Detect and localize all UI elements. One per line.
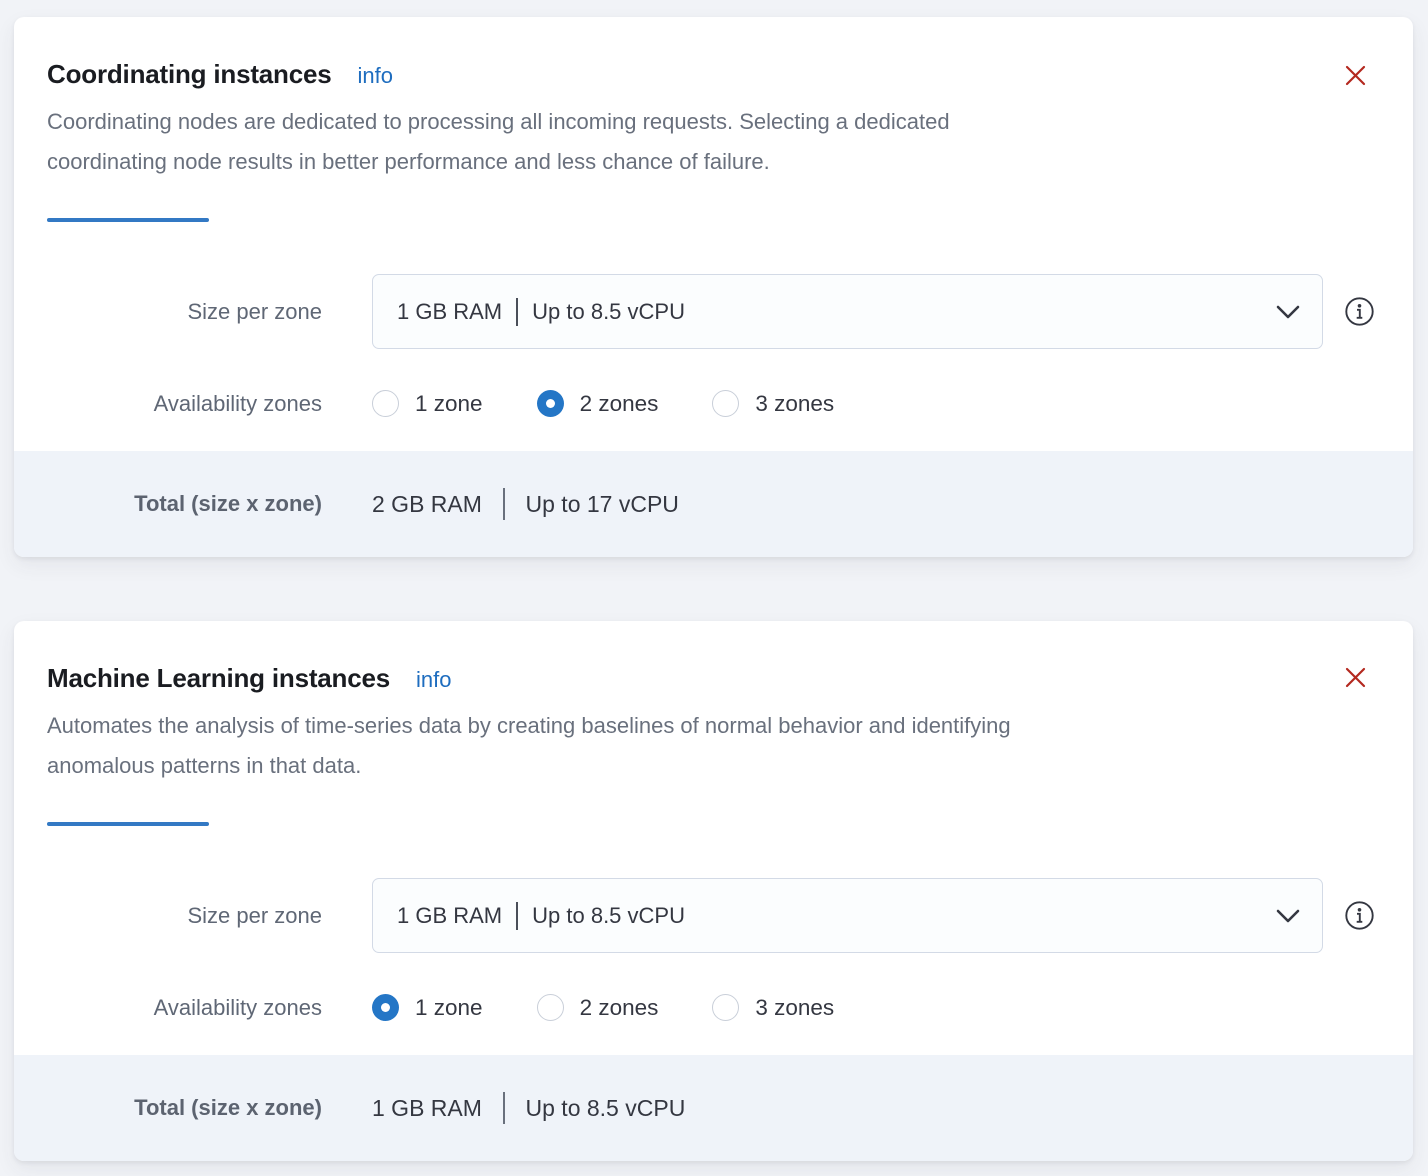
radio-label: 2 zones [579,390,659,416]
radio-option-3-zones[interactable]: 3 zones [712,994,834,1021]
radio-option-2-zones[interactable]: 2 zones [536,390,659,417]
availability-zones-label: Availability zones [153,390,322,416]
chevron-down-icon [1276,305,1300,318]
close-icon [1345,65,1365,85]
close-button[interactable] [1341,61,1369,89]
card-title: Coordinating instances [47,59,332,89]
size-ram-text: 1 GB RAM [397,902,503,928]
size-per-zone-label: Size per zone [187,298,322,324]
radio-option-1-zone[interactable]: 1 zone [372,994,483,1021]
close-button[interactable] [1341,663,1369,691]
radio-icon [372,994,399,1021]
availability-zones-row: Availability zones 1 zone 2 zones 3 zone… [47,390,1380,417]
total-row: Total (size x zone) 1 GB RAM Up to 8.5 v… [14,1055,1413,1161]
radio-label: 2 zones [579,994,659,1020]
machine-learning-instances-card: Machine Learning instances info Automate… [14,621,1413,1161]
total-value: 1 GB RAM Up to 8.5 vCPU [372,1092,685,1124]
card-description: Coordinating nodes are dedicated to proc… [47,102,1380,182]
size-per-zone-select[interactable]: 1 GB RAM Up to 8.5 vCPU [372,274,1323,349]
size-help-button[interactable] [1343,900,1375,932]
total-label: Total (size x zone) [134,1095,322,1120]
info-circle-icon [1344,297,1374,326]
radio-icon [712,390,740,417]
radio-icon [712,994,740,1021]
size-cpu-text: Up to 8.5 vCPU [532,298,685,324]
availability-zones-radio-group: 1 zone 2 zones 3 zones [372,994,834,1021]
size-per-zone-label: Size per zone [187,902,322,928]
coordinating-instances-card: Coordinating instances info Coordinating… [14,17,1413,557]
accent-rule [47,822,209,826]
total-cpu-text: Up to 17 vCPU [525,490,679,517]
value-separator [516,901,519,930]
size-per-zone-value: 1 GB RAM Up to 8.5 vCPU [397,297,685,326]
size-help-button[interactable] [1343,296,1375,328]
value-separator [502,488,505,520]
radio-option-3-zones[interactable]: 3 zones [712,390,834,417]
description-line: anomalous patterns in that data. [47,753,362,778]
radio-icon [536,390,564,417]
card-description: Automates the analysis of time-series da… [47,706,1380,786]
size-per-zone-select[interactable]: 1 GB RAM Up to 8.5 vCPU [372,878,1323,953]
radio-option-1-zone[interactable]: 1 zone [372,390,483,417]
value-separator [502,1092,505,1124]
availability-zones-row: Availability zones 1 zone 2 zones 3 zone… [47,994,1380,1021]
total-cpu-text: Up to 8.5 vCPU [525,1094,686,1121]
card-title: Machine Learning instances [47,663,391,693]
radio-label: 3 zones [755,390,835,416]
availability-zones-radio-group: 1 zone 2 zones 3 zones [372,390,834,417]
radio-label: 3 zones [755,994,835,1020]
size-per-zone-row: Size per zone 1 GB RAM Up to 8.5 vCPU [47,274,1380,349]
size-per-zone-row: Size per zone 1 GB RAM Up to 8.5 vCPU [47,878,1380,953]
info-circle-icon [1344,901,1374,930]
accent-rule [47,218,209,222]
card-title-row: Coordinating instances info [47,59,1380,90]
value-separator [516,297,519,326]
size-ram-text: 1 GB RAM [397,298,503,324]
radio-option-2-zones[interactable]: 2 zones [536,994,659,1021]
info-link[interactable]: info [416,667,452,692]
radio-icon [372,390,399,417]
size-cpu-text: Up to 8.5 vCPU [532,902,685,928]
description-line: Coordinating nodes are dedicated to proc… [47,109,950,134]
size-per-zone-value: 1 GB RAM Up to 8.5 vCPU [397,901,685,930]
close-icon [1345,667,1365,687]
info-link[interactable]: info [357,63,394,88]
total-ram-text: 2 GB RAM [372,490,482,517]
radio-label: 1 zone [415,390,483,416]
description-line: coordinating node results in better perf… [47,149,770,174]
total-value: 2 GB RAM Up to 17 vCPU [372,488,679,520]
description-line: Automates the analysis of time-series da… [47,713,1011,738]
total-label: Total (size x zone) [134,491,322,516]
total-ram-text: 1 GB RAM [372,1094,482,1121]
card-title-row: Machine Learning instances info [47,663,1380,694]
chevron-down-icon [1276,909,1300,922]
total-row: Total (size x zone) 2 GB RAM Up to 17 vC… [14,451,1413,557]
radio-icon [536,994,564,1021]
radio-label: 1 zone [415,994,483,1020]
availability-zones-label: Availability zones [153,994,322,1020]
